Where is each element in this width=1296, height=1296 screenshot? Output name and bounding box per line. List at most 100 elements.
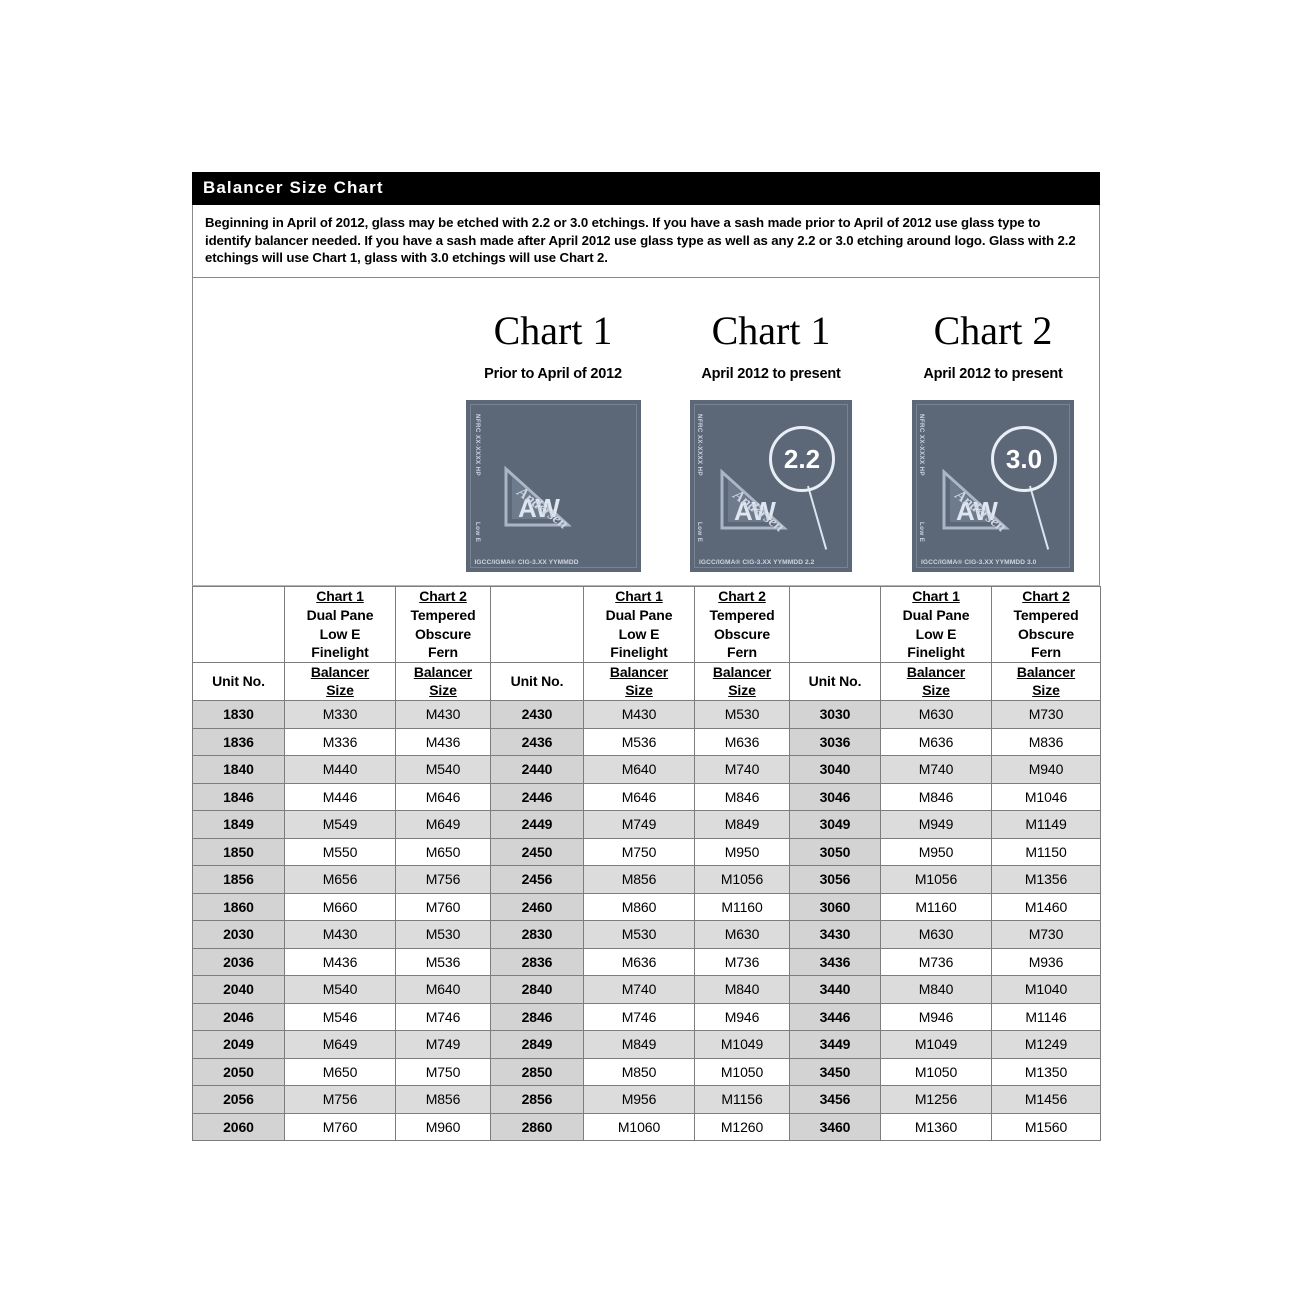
group-header-chart2-a: Chart 2 Tempered Obscure Fern [395, 586, 491, 663]
cell-balancer-size: M1256 [880, 1085, 992, 1114]
cell-balancer-size: M646 [583, 782, 695, 812]
table-rows-body: 1830 M330 M430 2430 M430 M530 3030 M630 M730 1836… [192, 700, 1101, 1142]
cell-unit-no: 2049 [192, 1030, 285, 1059]
sub-header-balancer-size-2: Balancer Size [395, 661, 491, 702]
cell-unit-no: 1840 [192, 755, 285, 784]
cell-balancer-size: M1160 [694, 892, 790, 922]
sub-header-balancer-2: Balancer [413, 663, 473, 680]
cell-unit-no: 3440 [789, 975, 881, 1004]
chart-column-2: Chart 1 April 2012 to present NFRC XX-XX… [661, 278, 881, 573]
etch-value-badge-3: 3.0 [991, 426, 1057, 493]
group-header-chart2-b: Chart 2 Tempered Obscure Fern [694, 586, 790, 663]
group-header-chart1-b-line1: Chart 1 [615, 588, 663, 605]
cell-balancer-size: M436 [284, 947, 396, 977]
table-sub-header-row: Unit No. Balancer Size Balancer Size Uni… [192, 661, 1101, 702]
group-header-chart2-c-line4: Fern [1031, 644, 1061, 661]
cell-unit-no: 3050 [789, 837, 881, 867]
group-header-chart2-c-line2: Tempered [1013, 607, 1079, 624]
group-header-chart2-b-line4: Fern [727, 644, 757, 661]
cell-balancer-size: M946 [880, 1002, 992, 1032]
table-row: 1850 M550 M650 2450 M750 M950 3050 M950 M1150 [192, 837, 1101, 867]
group-header-chart2-b-line2: Tempered [709, 607, 775, 624]
cell-balancer-size: M1056 [880, 865, 992, 894]
intro-text: Beginning in April of 2012, glass may be… [205, 214, 1076, 266]
sub-header-size-4: Size [728, 682, 756, 699]
cell-balancer-size: M1146 [991, 1002, 1101, 1032]
cell-balancer-size: M740 [880, 755, 992, 784]
cell-balancer-size: M430 [583, 700, 695, 729]
group-header-chart1-a-line4: Finelight [311, 644, 369, 661]
group-header-blank-3 [789, 586, 881, 663]
group-header-chart1-c-line4: Finelight [907, 644, 965, 661]
balancer-size-chart-sheet: Balancer Size Chart Beginning in April o… [192, 172, 1101, 1142]
table-row: 1836 M336 M436 2436 M536 M636 3036 M636 M836 [192, 727, 1101, 757]
cell-unit-no: 2449 [490, 810, 584, 839]
cell-unit-no: 2856 [490, 1085, 584, 1114]
cell-unit-no: 3049 [789, 810, 881, 839]
sub-header-size-6: Size [1032, 682, 1060, 699]
glass-inner-border-1 [469, 404, 637, 569]
cell-unit-no: 1856 [192, 865, 285, 894]
cell-balancer-size: M540 [284, 975, 396, 1004]
sub-header-unit-no-2: Unit No. [490, 661, 584, 702]
group-header-chart2-a-line4: Fern [428, 644, 458, 661]
group-header-chart2-a-line3: Obscure [414, 625, 472, 642]
cell-balancer-size: M636 [694, 727, 790, 757]
cell-balancer-size: M1056 [694, 865, 790, 894]
cell-unit-no: 2456 [490, 865, 584, 894]
cell-balancer-size: M1050 [880, 1057, 992, 1087]
cell-balancer-size: M656 [284, 865, 396, 894]
cell-balancer-size: M530 [694, 700, 790, 729]
svg-text:AW: AW [734, 496, 776, 526]
cell-balancer-size: M840 [694, 975, 790, 1004]
cell-balancer-size: M536 [395, 947, 491, 977]
cell-balancer-size: M1040 [991, 975, 1101, 1004]
nfrc-label-3: NFRC XX-XXXX HP [918, 414, 925, 477]
intro-note: Beginning in April of 2012, glass may be… [192, 204, 1100, 279]
cell-balancer-size: M646 [395, 782, 491, 812]
cell-unit-no: 2446 [490, 782, 584, 812]
cell-balancer-size: M760 [395, 892, 491, 922]
low-e-label-1: Low E [473, 522, 481, 543]
group-header-chart2-a-line1: Chart 2 [419, 588, 467, 605]
table-row: 2036 M436 M536 2836 M636 M736 3436 M736 M936 [192, 947, 1101, 977]
chart-1-subtitle: Prior to April of 2012 [484, 366, 622, 383]
cell-balancer-size: M840 [880, 975, 992, 1004]
sub-header-balancer-size-1: Balancer Size [284, 661, 396, 702]
cell-balancer-size: M950 [880, 837, 992, 867]
cell-unit-no: 3056 [789, 865, 881, 894]
cell-balancer-size: M956 [583, 1085, 695, 1114]
cell-balancer-size: M430 [395, 700, 491, 729]
cell-unit-no: 2436 [490, 727, 584, 757]
cell-balancer-size: M1460 [991, 892, 1101, 922]
table-row: 2040 M540 M640 2840 M740 M840 3440 M840 M1040 [192, 975, 1101, 1004]
etch-value-2: 2.2 [783, 443, 821, 474]
table-row: 2050 M650 M750 2850 M850 M1050 3450 M1050 M1350 [192, 1057, 1101, 1087]
chart-3-title: Chart 2 [933, 308, 1053, 354]
cell-balancer-size: M736 [694, 947, 790, 977]
group-header-chart1-b-line4: Finelight [610, 644, 668, 661]
cell-balancer-size: M1356 [991, 865, 1101, 894]
cell-balancer-size: M849 [583, 1030, 695, 1059]
group-header-chart1-a-line3: Low E [319, 625, 361, 642]
cell-balancer-size: M436 [395, 727, 491, 757]
group-header-chart1-a: Chart 1 Dual Pane Low E Finelight [284, 586, 396, 663]
group-header-blank-2 [490, 586, 584, 663]
chart-3-subtitle: April 2012 to present [923, 366, 1063, 383]
cell-balancer-size: M750 [395, 1057, 491, 1087]
cell-balancer-size: M1360 [880, 1112, 992, 1142]
glass-etch-image-3: NFRC XX-XXXX HP Low E AW Andersen [912, 400, 1074, 573]
cell-unit-no: 2036 [192, 947, 285, 977]
cell-balancer-size: M736 [880, 947, 992, 977]
andersen-logo-icon-3: AW Andersen [934, 458, 1020, 538]
sub-header-balancer-size-3: Balancer Size [583, 661, 695, 702]
cell-unit-no: 3030 [789, 700, 881, 729]
cell-unit-no: 3449 [789, 1030, 881, 1059]
cell-unit-no: 1830 [192, 700, 285, 729]
cell-balancer-size: M949 [880, 810, 992, 839]
cell-balancer-size: M330 [284, 700, 396, 729]
cell-balancer-size: M1249 [991, 1030, 1101, 1059]
table-group-header-row: Chart 1 Dual Pane Low E Finelight Chart … [192, 586, 1101, 663]
cell-balancer-size: M950 [694, 837, 790, 867]
cell-balancer-size: M660 [284, 892, 396, 922]
